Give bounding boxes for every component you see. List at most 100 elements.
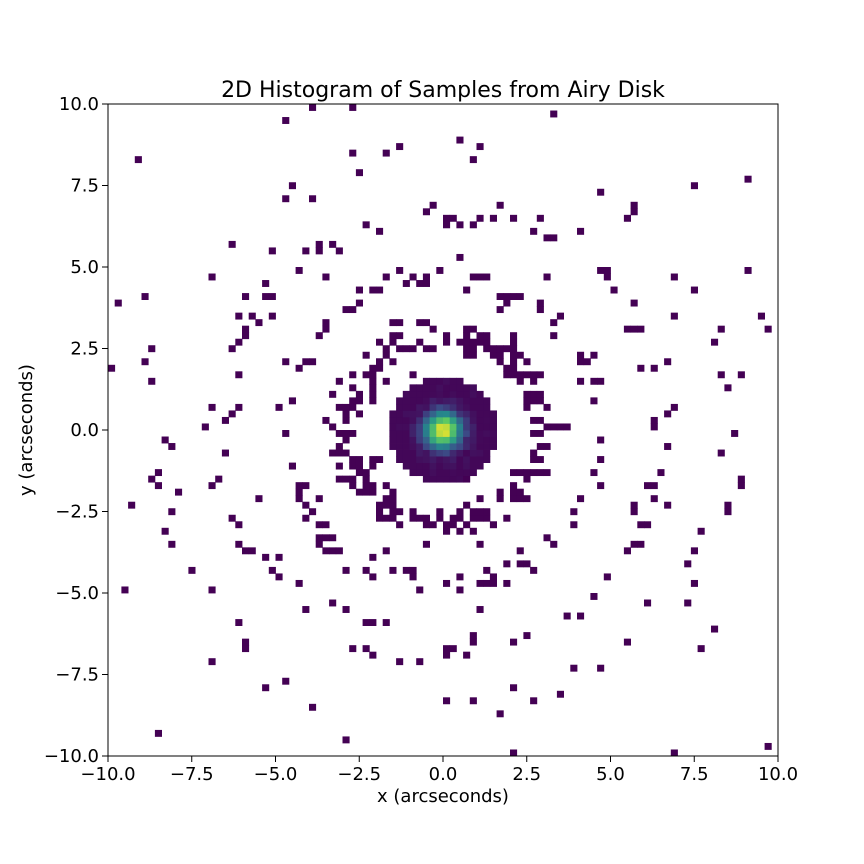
histogram-bin bbox=[630, 508, 638, 516]
histogram-bin bbox=[362, 371, 370, 379]
histogram-bin bbox=[402, 566, 410, 574]
histogram-bin bbox=[469, 397, 477, 405]
histogram-bin bbox=[342, 736, 350, 744]
histogram-bin bbox=[483, 416, 491, 424]
histogram-bin bbox=[389, 410, 397, 418]
histogram-bin bbox=[510, 488, 518, 496]
histogram-bin bbox=[342, 475, 350, 483]
histogram-bin bbox=[443, 645, 451, 653]
histogram-bin bbox=[134, 156, 142, 164]
histogram-bin bbox=[644, 521, 652, 529]
histogram-bin bbox=[483, 436, 491, 444]
histogram-bin bbox=[349, 384, 357, 392]
histogram-bin bbox=[349, 430, 357, 437]
histogram-bin bbox=[530, 430, 538, 437]
histogram-bin bbox=[737, 371, 745, 379]
histogram-bin bbox=[409, 430, 417, 437]
histogram-bin bbox=[268, 312, 276, 320]
histogram-bin bbox=[422, 521, 430, 529]
histogram-bin bbox=[463, 651, 471, 659]
histogram-bin bbox=[436, 514, 444, 522]
histogram-bin bbox=[302, 501, 310, 509]
histogram-bin bbox=[711, 338, 719, 346]
histogram-bin bbox=[342, 430, 350, 437]
histogram-bin bbox=[443, 456, 451, 463]
histogram-bin bbox=[349, 149, 357, 157]
histogram-bin bbox=[476, 410, 484, 418]
histogram-bin bbox=[429, 345, 437, 353]
histogram-bin bbox=[295, 482, 303, 490]
histogram-bin bbox=[436, 508, 444, 516]
histogram-bin bbox=[302, 247, 310, 255]
histogram-bin bbox=[329, 240, 337, 248]
histogram-bin bbox=[362, 645, 370, 653]
histogram-bin bbox=[422, 469, 430, 477]
histogram-bin bbox=[382, 495, 390, 503]
histogram-bin bbox=[483, 345, 491, 353]
histogram-bin bbox=[369, 619, 377, 626]
histogram-bin bbox=[168, 508, 176, 516]
histogram-bin bbox=[235, 403, 243, 411]
histogram-bin bbox=[443, 469, 451, 477]
histogram-bin bbox=[436, 384, 444, 392]
histogram-bin bbox=[322, 534, 330, 542]
histogram-bin bbox=[268, 566, 276, 574]
histogram-bin bbox=[389, 514, 397, 522]
histogram-bin bbox=[510, 469, 518, 477]
histogram-bin bbox=[489, 573, 497, 581]
histogram-bin bbox=[402, 449, 410, 457]
histogram-bin bbox=[476, 273, 484, 281]
histogram-bin bbox=[590, 469, 598, 477]
histogram-bin bbox=[429, 436, 437, 444]
histogram-bin bbox=[436, 267, 444, 274]
histogram-bin bbox=[443, 403, 451, 411]
histogram-bin bbox=[690, 579, 698, 587]
histogram-bin bbox=[382, 273, 390, 281]
histogram-bin bbox=[436, 475, 444, 483]
histogram-bin bbox=[530, 456, 538, 463]
histogram-bin bbox=[603, 573, 611, 581]
histogram-bin bbox=[650, 495, 658, 503]
histogram-bin bbox=[469, 443, 477, 450]
histogram-bin bbox=[242, 547, 250, 555]
histogram-bin bbox=[315, 332, 323, 340]
histogram-bin bbox=[476, 495, 484, 503]
histogram-bin bbox=[456, 527, 464, 535]
histogram-bin bbox=[483, 423, 491, 431]
histogram-bin bbox=[416, 410, 424, 418]
histogram-bin bbox=[148, 345, 156, 353]
histogram-bin bbox=[302, 482, 310, 490]
histogram-bin bbox=[389, 501, 397, 509]
histogram-bin bbox=[389, 495, 397, 503]
histogram-bin bbox=[342, 416, 350, 424]
histogram-bin bbox=[148, 475, 156, 483]
histogram-bin bbox=[416, 469, 424, 477]
histogram-bin bbox=[342, 403, 350, 411]
histogram-bin bbox=[402, 280, 410, 287]
histogram-bin bbox=[443, 521, 451, 529]
x-tick-label: −7.5 bbox=[170, 764, 214, 785]
histogram-bin bbox=[322, 547, 330, 555]
histogram-bin bbox=[376, 456, 384, 463]
histogram-bin bbox=[262, 553, 270, 561]
histogram-bin bbox=[369, 651, 377, 659]
histogram-bin bbox=[402, 456, 410, 463]
histogram-bin bbox=[476, 508, 484, 516]
histogram-bin bbox=[255, 319, 263, 327]
histogram-bin bbox=[409, 573, 417, 581]
histogram-bin bbox=[221, 416, 229, 424]
histogram-bin bbox=[429, 390, 437, 398]
histogram-bin bbox=[737, 482, 745, 490]
histogram-bin bbox=[275, 553, 283, 561]
histogram-bin bbox=[637, 325, 645, 333]
histogram-bin bbox=[543, 273, 551, 281]
histogram-bin bbox=[268, 247, 276, 255]
histogram-bin bbox=[489, 345, 497, 353]
histogram-bin bbox=[597, 377, 605, 385]
histogram-bin bbox=[148, 377, 156, 385]
histogram-bin bbox=[489, 410, 497, 418]
histogram-bin bbox=[429, 403, 437, 411]
histogram-bin bbox=[389, 508, 397, 516]
histogram-bin bbox=[456, 338, 464, 346]
histogram-bin bbox=[530, 371, 538, 379]
